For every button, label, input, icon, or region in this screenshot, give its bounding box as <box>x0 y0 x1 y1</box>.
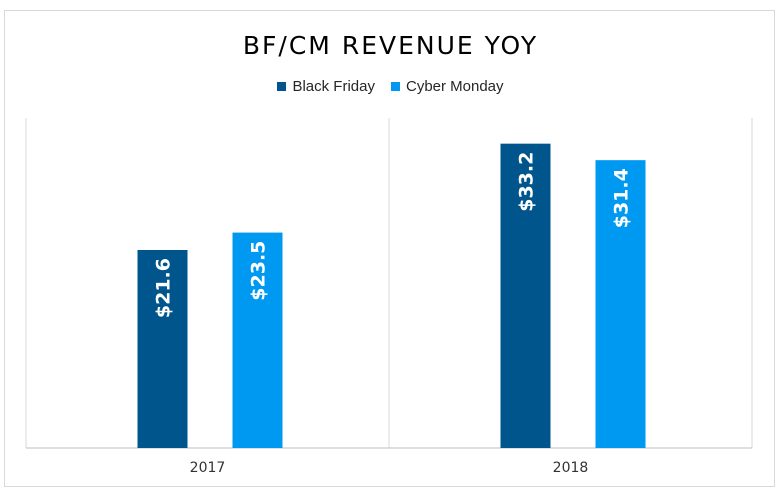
x-tick-label: 2018 <box>553 460 589 476</box>
bar-black-friday <box>500 143 551 448</box>
legend-label-black-friday: Black Friday <box>292 78 375 95</box>
bar-black-friday <box>137 250 188 448</box>
legend-item-cyber-monday: Cyber Monday <box>390 78 504 95</box>
data-label: $33.2 <box>516 152 538 212</box>
bar-cyber-monday <box>232 232 283 448</box>
x-tick-label: 2017 <box>190 460 226 476</box>
legend: Black Friday Cyber Monday <box>0 78 781 95</box>
legend-swatch-cyber-monday <box>390 82 400 91</box>
chart-title: BF/CM REVENUE YOY <box>242 31 539 60</box>
data-label: $21.6 <box>153 258 175 318</box>
data-label: $31.4 <box>611 168 633 228</box>
legend-swatch-black-friday <box>277 82 287 91</box>
data-label: $23.5 <box>248 241 270 301</box>
legend-label-cyber-monday: Cyber Monday <box>405 78 504 95</box>
bar-cyber-monday <box>595 160 646 448</box>
legend-item-black-friday: Black Friday <box>277 78 375 95</box>
